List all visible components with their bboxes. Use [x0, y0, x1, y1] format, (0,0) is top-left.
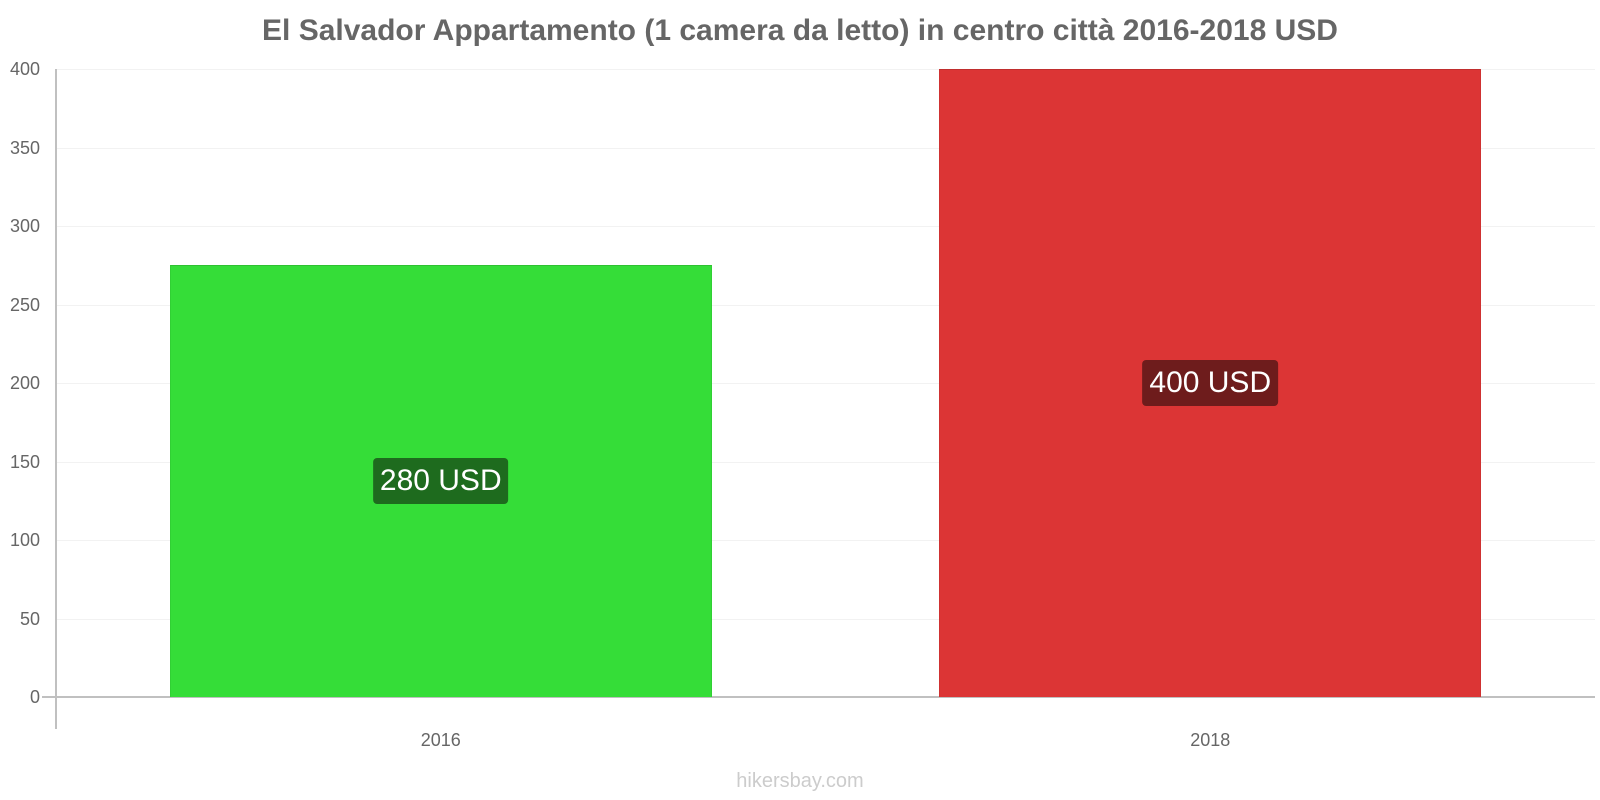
y-tick-label: 350 — [9, 138, 40, 158]
y-tick-label: 400 — [9, 59, 40, 79]
bar-value-label: 280 USD — [372, 458, 509, 505]
bar-value-label: 400 USD — [1142, 360, 1279, 406]
gridline — [56, 305, 1595, 306]
y-tick-label: 300 — [9, 216, 40, 236]
gridline — [56, 148, 1595, 149]
y-tick-label: 0 — [29, 687, 40, 707]
chart-title: El Salvador Appartamento (1 camera da le… — [262, 14, 1338, 47]
gridline — [56, 619, 1595, 620]
gridline — [56, 462, 1595, 463]
y-tick-label: 50 — [19, 609, 40, 629]
gridline — [56, 540, 1595, 541]
y-axis-line — [55, 69, 57, 729]
y-axis-tick — [42, 696, 56, 698]
x-axis-line — [56, 696, 1595, 698]
gridline — [56, 383, 1595, 384]
x-tick-label: 2018 — [1190, 730, 1231, 750]
y-tick-label: 150 — [9, 452, 40, 472]
y-tick-label: 100 — [9, 530, 40, 550]
gridline — [56, 69, 1595, 70]
gridline — [56, 226, 1595, 227]
y-tick-label: 250 — [9, 295, 40, 315]
watermark: hikersbay.com — [736, 770, 864, 792]
y-tick-label: 200 — [9, 373, 40, 393]
x-tick-label: 2016 — [420, 730, 461, 750]
